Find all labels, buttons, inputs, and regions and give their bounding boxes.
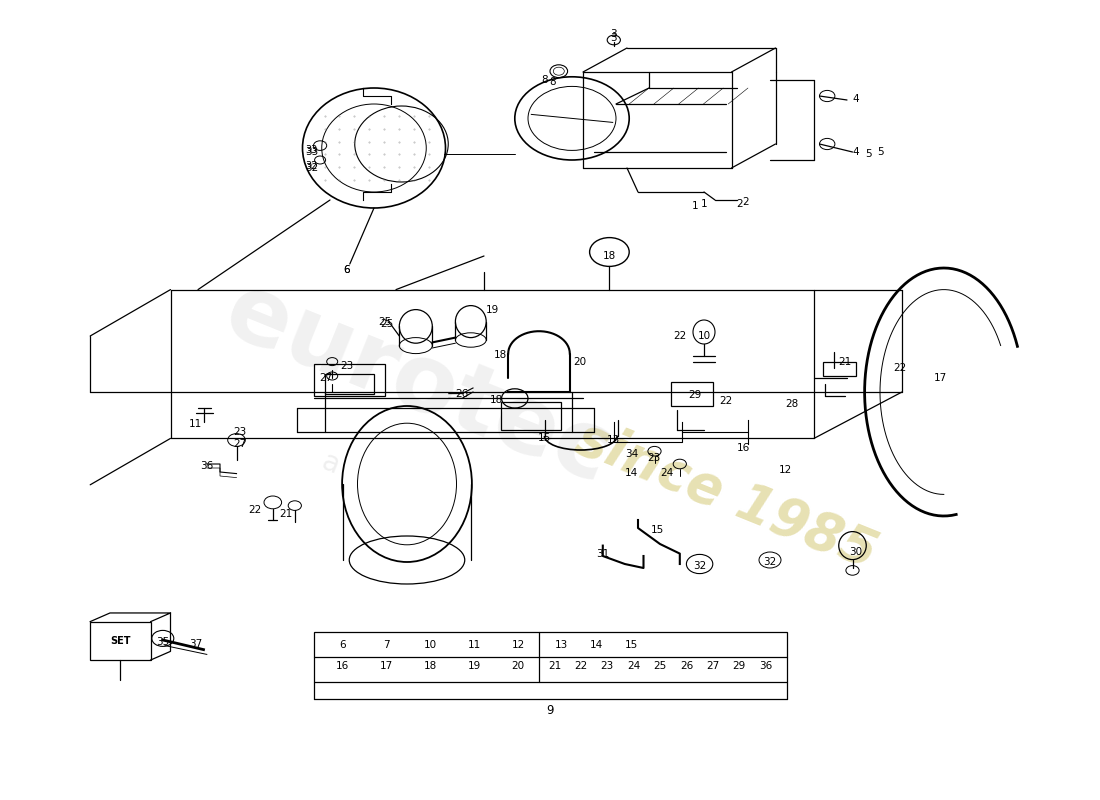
Text: 6: 6 [339, 640, 345, 650]
Text: since 1985: since 1985 [569, 412, 883, 580]
Text: 10: 10 [424, 640, 437, 650]
Text: 3: 3 [610, 30, 617, 39]
Text: 27: 27 [706, 661, 719, 670]
Text: 22: 22 [719, 396, 733, 406]
Text: 18: 18 [603, 251, 616, 261]
Text: 22: 22 [574, 661, 587, 670]
Text: a: a [317, 448, 343, 480]
Text: 26: 26 [455, 389, 469, 398]
Text: 19: 19 [486, 306, 499, 315]
Text: 21: 21 [548, 661, 561, 670]
Text: 33: 33 [305, 147, 318, 157]
Text: 29: 29 [733, 661, 746, 670]
Text: 4: 4 [852, 147, 859, 157]
Text: 6: 6 [343, 265, 350, 274]
Text: 18: 18 [490, 395, 503, 405]
Text: 22: 22 [249, 505, 262, 514]
Text: 9: 9 [547, 704, 553, 717]
Text: 1: 1 [701, 199, 707, 209]
Bar [500, 402, 561, 430]
Text: 33: 33 [305, 146, 318, 155]
Text: 27: 27 [319, 373, 332, 382]
Bar [314, 632, 786, 682]
Text: 4: 4 [852, 94, 859, 104]
Text: 20: 20 [512, 661, 525, 670]
Text: 3: 3 [610, 33, 617, 42]
Bar [823, 362, 856, 376]
Text: 5: 5 [866, 149, 872, 158]
Text: 15: 15 [625, 640, 638, 650]
Text: 34: 34 [625, 450, 638, 459]
Text: 1: 1 [692, 201, 698, 210]
Text: 24: 24 [627, 661, 640, 670]
Text: 29: 29 [689, 390, 702, 400]
Text: 31: 31 [596, 549, 609, 558]
Text: 17: 17 [379, 661, 393, 670]
Text: 23: 23 [647, 453, 660, 462]
Text: 32: 32 [305, 162, 318, 171]
Text: 6: 6 [343, 265, 350, 274]
Text: 2: 2 [742, 197, 749, 206]
Text: 23: 23 [233, 427, 246, 437]
Text: 5: 5 [877, 147, 883, 157]
Text: 24: 24 [660, 468, 673, 478]
Text: SET: SET [110, 636, 131, 646]
Text: 18: 18 [494, 350, 507, 360]
Bar [671, 382, 713, 406]
Text: 8: 8 [549, 77, 556, 86]
Text: 7: 7 [383, 640, 389, 650]
Text: 14: 14 [590, 640, 603, 650]
Text: 13: 13 [607, 435, 620, 445]
Circle shape [553, 67, 564, 75]
Text: 25: 25 [653, 661, 667, 670]
Text: 19: 19 [468, 661, 481, 670]
Text: 32: 32 [763, 558, 777, 567]
Text: 2: 2 [736, 199, 743, 209]
Text: 30: 30 [849, 547, 862, 557]
Text: 22: 22 [673, 331, 686, 341]
Bar [314, 364, 385, 396]
Text: 25: 25 [381, 319, 394, 329]
Text: 22: 22 [893, 363, 906, 373]
Text: 12: 12 [779, 466, 792, 475]
Text: 15: 15 [538, 434, 551, 443]
Text: 27: 27 [233, 439, 246, 449]
Text: 23: 23 [601, 661, 614, 670]
Text: 26: 26 [680, 661, 693, 670]
Text: 8: 8 [541, 75, 548, 85]
Text: 15: 15 [651, 525, 664, 534]
Text: 11: 11 [189, 419, 202, 429]
Text: 18: 18 [424, 661, 437, 670]
Circle shape [152, 630, 174, 646]
Text: 32: 32 [693, 562, 706, 571]
Text: 35: 35 [156, 637, 169, 646]
Text: eurotec: eurotec [211, 265, 625, 503]
Text: 12: 12 [512, 640, 525, 650]
Text: 23: 23 [340, 361, 353, 370]
Text: 16: 16 [336, 661, 349, 670]
Text: 10: 10 [697, 331, 711, 341]
Bar [324, 374, 374, 394]
Text: 21: 21 [279, 509, 293, 518]
Text: 17: 17 [934, 373, 947, 382]
Text: 21: 21 [838, 357, 851, 366]
Text: 13: 13 [554, 640, 568, 650]
Text: 36: 36 [200, 461, 213, 470]
Text: 14: 14 [625, 468, 638, 478]
Text: 20: 20 [573, 358, 586, 367]
Text: 32: 32 [305, 163, 318, 173]
Text: 25: 25 [378, 318, 392, 327]
Text: 11: 11 [468, 640, 481, 650]
Bar [90, 622, 151, 660]
Text: 36: 36 [759, 661, 772, 670]
Text: 16: 16 [737, 443, 750, 453]
Text: 28: 28 [785, 399, 799, 409]
Text: 37: 37 [189, 639, 202, 649]
